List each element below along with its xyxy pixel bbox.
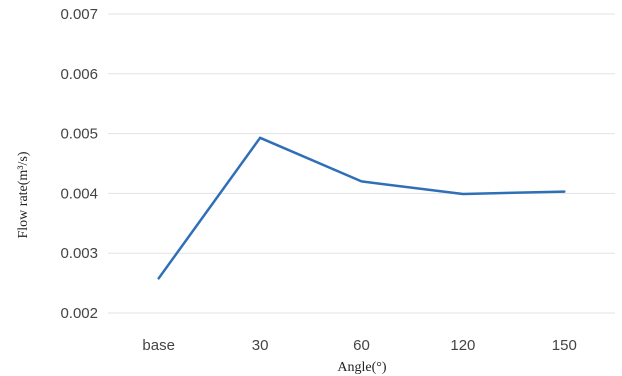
data-point-120 bbox=[461, 192, 464, 195]
x-axis-ticks: base 30 60 120 150 bbox=[142, 337, 576, 354]
data-point-30 bbox=[259, 136, 262, 139]
y-tick-label: 0.003 bbox=[60, 245, 98, 262]
data-point-60 bbox=[360, 180, 363, 183]
x-tick-label: 120 bbox=[450, 337, 475, 354]
y-tick-label: 0.005 bbox=[60, 126, 98, 143]
x-tick-label: base bbox=[142, 337, 175, 354]
y-tick-label: 0.004 bbox=[60, 185, 98, 202]
series-line-0 bbox=[157, 136, 566, 280]
x-tick-label: 150 bbox=[552, 337, 577, 354]
gridlines bbox=[108, 13, 615, 314]
y-axis-ticks: 0.007 0.006 0.005 0.004 0.003 0.002 bbox=[60, 6, 98, 322]
x-tick-label: 30 bbox=[252, 337, 269, 354]
y-tick-label: 0.006 bbox=[60, 66, 98, 83]
y-tick-label: 0.002 bbox=[60, 305, 98, 322]
x-axis-title: Angle(°) bbox=[337, 360, 386, 375]
series-group bbox=[157, 136, 566, 280]
data-point-base bbox=[157, 277, 160, 280]
x-tick-label: 60 bbox=[353, 337, 370, 354]
y-tick-label: 0.007 bbox=[60, 6, 98, 23]
data-point-150 bbox=[563, 190, 566, 193]
y-axis-title: Flow rate(m³/s) bbox=[16, 151, 31, 238]
